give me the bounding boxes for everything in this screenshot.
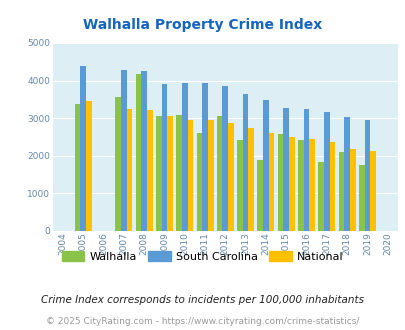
Bar [121,70,126,231]
Bar [147,110,152,231]
Bar [207,120,213,231]
Bar [329,142,335,231]
Bar [237,140,242,231]
Bar [318,162,323,231]
Bar [156,116,161,231]
Bar [288,137,294,231]
Bar [323,112,329,231]
Bar [216,116,222,231]
Bar [277,134,283,231]
Bar [75,104,80,231]
Bar [126,109,132,231]
Legend: Walhalla, South Carolina, National: Walhalla, South Carolina, National [58,247,347,267]
Bar [338,152,343,231]
Bar [297,140,303,231]
Text: Walhalla Property Crime Index: Walhalla Property Crime Index [83,18,322,32]
Bar [303,109,309,231]
Bar [283,108,288,231]
Bar [309,139,314,231]
Bar [257,159,262,231]
Bar [115,97,121,231]
Bar [364,120,369,231]
Bar [80,66,86,231]
Bar [268,133,274,231]
Bar [242,94,248,231]
Bar [135,74,141,231]
Text: Crime Index corresponds to incidents per 100,000 inhabitants: Crime Index corresponds to incidents per… [41,295,364,305]
Text: © 2025 CityRating.com - https://www.cityrating.com/crime-statistics/: © 2025 CityRating.com - https://www.city… [46,317,359,326]
Bar [187,120,193,231]
Bar [228,123,233,231]
Bar [248,128,254,231]
Bar [202,83,207,231]
Bar [358,165,364,231]
Bar [176,115,181,231]
Bar [161,83,167,231]
Bar [86,101,92,231]
Bar [181,83,187,231]
Bar [167,116,173,231]
Bar [369,151,375,231]
Bar [349,148,355,231]
Bar [222,86,228,231]
Bar [141,71,147,231]
Bar [343,116,349,231]
Bar [196,133,202,231]
Bar [262,100,268,231]
